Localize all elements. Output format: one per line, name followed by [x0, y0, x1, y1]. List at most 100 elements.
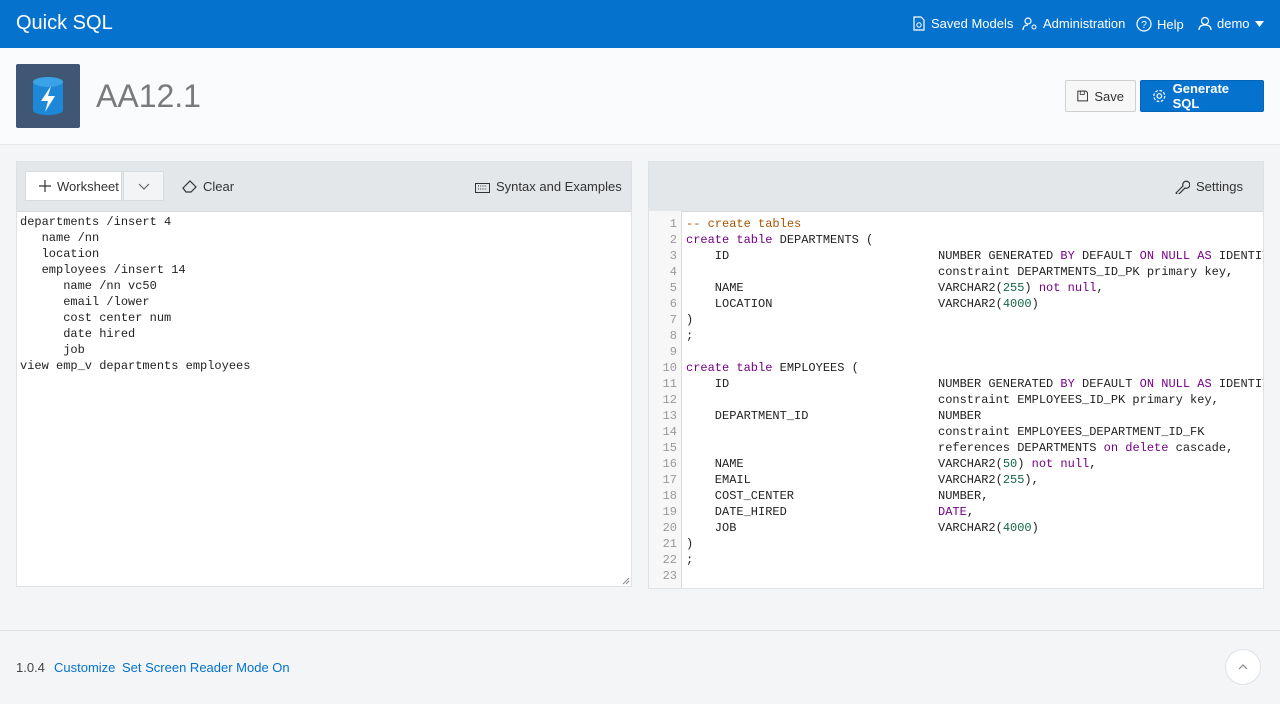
code-line: create table DEPARTMENTS ( — [649, 232, 1263, 248]
code-text: create table DEPARTMENTS ( — [686, 232, 873, 248]
code-token: BY — [1060, 377, 1075, 391]
column-name: JOB — [714, 521, 737, 535]
column-definition: constraint EMPLOYEES_ID_PK primary key, — [938, 392, 1219, 408]
editor-line: name /nn — [20, 231, 100, 245]
nav-user-menu[interactable]: demo — [1198, 16, 1264, 31]
code-token: DATE — [938, 505, 967, 519]
nav-label: Help — [1157, 16, 1184, 32]
clear-button[interactable]: Clear — [182, 179, 234, 194]
column-definition: VARCHAR2(255), — [938, 472, 1039, 488]
scroll-top-button[interactable] — [1225, 649, 1261, 685]
syntax-button[interactable]: Syntax and Examples — [475, 179, 622, 194]
reader-mode-link[interactable]: Set Screen Reader Mode On — [122, 660, 290, 675]
code-token: on delete — [1103, 441, 1169, 455]
worksheet-menu-button[interactable] — [123, 171, 164, 201]
line-number: 17 — [662, 473, 677, 487]
code-token: ) — [1031, 521, 1039, 535]
code-line: JOB VARCHAR2(4000) — [649, 520, 1263, 536]
code-line — [649, 344, 1263, 360]
code-line: references DEPARTMENTS on delete cascade… — [649, 440, 1263, 456]
code-token: ) — [1031, 297, 1039, 311]
line-number: 16 — [662, 457, 677, 471]
code-token: references DEPARTMENTS — [938, 441, 1104, 455]
code-token: -- create tables — [686, 217, 802, 231]
editor-line: employees /insert 14 — [20, 263, 186, 277]
generate-sql-button[interactable]: Generate SQL — [1140, 80, 1264, 112]
column-name: NAME — [714, 281, 744, 295]
column-definition: NUMBER, — [938, 488, 988, 504]
line-number: 19 — [662, 505, 677, 519]
code-token: 255 — [1002, 281, 1025, 295]
column-name: ID — [714, 377, 730, 391]
code-token: VARCHAR2( — [938, 297, 1003, 311]
line-number: 15 — [662, 441, 677, 455]
chevron-up — [1238, 664, 1248, 670]
help-icon: ? — [1136, 16, 1152, 32]
code-line: COST_CENTER NUMBER, — [649, 488, 1263, 504]
code-token: ON NULL AS — [1139, 249, 1212, 263]
code-text: -- create tables — [686, 216, 801, 232]
save-button[interactable]: Save — [1065, 80, 1136, 112]
panel-toolbar: Worksheet Clear Syntax and Examples — [17, 162, 631, 212]
line-number: 4 — [669, 265, 677, 279]
code-token: constraint EMPLOYEES_ID_PK primary key, — [938, 393, 1219, 407]
code-token: create table — [686, 233, 773, 247]
code-line: create table EMPLOYEES ( — [649, 360, 1263, 376]
version: 1.0.4 — [16, 660, 45, 675]
app-title[interactable]: Quick SQL — [16, 12, 113, 34]
code-line: DEPARTMENT_ID NUMBER — [649, 408, 1263, 424]
line-number: 10 — [662, 361, 677, 375]
line-number: 3 — [669, 249, 677, 263]
column-name: DATE_HIRED — [714, 505, 787, 519]
worksheet-button[interactable]: Worksheet — [25, 171, 122, 201]
nav-saved-models[interactable]: Saved Models — [912, 16, 1013, 31]
code-token: 4000 — [1002, 297, 1032, 311]
code-line: constraint DEPARTMENTS_ID_PK primary key… — [649, 264, 1263, 280]
svg-text:?: ? — [1141, 20, 1147, 31]
resize-handle — [622, 577, 630, 585]
wrench-icon — [1175, 180, 1191, 194]
footer: 1.0.4 Customize Set Screen Reader Mode O… — [0, 630, 1280, 704]
code-line: EMAIL VARCHAR2(255), — [649, 472, 1263, 488]
column-definition: references DEPARTMENTS on delete cascade… — [938, 440, 1233, 456]
line-number: 11 — [662, 377, 677, 391]
code-line: LOCATION VARCHAR2(4000) — [649, 296, 1263, 312]
code-token: constraint EMPLOYEES_DEPARTMENT_ID_FK — [938, 425, 1205, 439]
editor-line: location — [20, 247, 100, 261]
code-line: ; — [649, 328, 1263, 344]
code-token: VARCHAR2( — [938, 281, 1003, 295]
column-definition: VARCHAR2(255) not null, — [938, 280, 1104, 296]
nav-help[interactable]: ? Help — [1136, 16, 1184, 32]
code-token: constraint DEPARTMENTS_ID_PK primary key… — [938, 265, 1234, 279]
code-token: 4000 — [1002, 521, 1032, 535]
code-token: VARCHAR2( — [938, 457, 1003, 471]
line-number: 14 — [662, 425, 677, 439]
settings-button[interactable]: Settings — [1175, 179, 1243, 194]
editor-line: view emp_v departments employees — [20, 359, 251, 373]
code-token: EMPLOYEES ( — [772, 361, 859, 375]
line-number: 6 — [669, 297, 677, 311]
user-icon — [1198, 16, 1212, 31]
column-definition: constraint EMPLOYEES_DEPARTMENT_ID_FK — [938, 424, 1204, 440]
customize-link[interactable]: Customize — [54, 660, 116, 675]
editor-line: email /lower — [20, 295, 150, 309]
nav-administration[interactable]: Administration — [1022, 16, 1125, 31]
code-line: ) — [649, 312, 1263, 328]
nav-label: demo — [1217, 16, 1250, 31]
button-label: Worksheet — [57, 178, 119, 194]
code-token: NUMBER, — [938, 489, 989, 503]
column-definition: NUMBER GENERATED BY DEFAULT ON NULL AS I… — [938, 376, 1263, 392]
model-editor[interactable]: departments /insert 4 name /nn location … — [20, 214, 250, 374]
plus-icon — [39, 180, 51, 192]
column-definition: NUMBER — [938, 408, 981, 424]
line-number: 13 — [662, 409, 677, 423]
code-token: ) — [686, 537, 694, 551]
code-line: ID NUMBER GENERATED BY DEFAULT ON NULL AS… — [649, 376, 1263, 392]
code-text: ) — [686, 312, 693, 328]
line-number: 2 — [669, 233, 677, 247]
code-token: cascade, — [1168, 441, 1234, 455]
line-number: 1 — [669, 217, 677, 231]
code-token: NUMBER GENERATED — [938, 249, 1061, 263]
code-token: ON NULL AS — [1139, 377, 1212, 391]
line-number: 5 — [669, 281, 677, 295]
